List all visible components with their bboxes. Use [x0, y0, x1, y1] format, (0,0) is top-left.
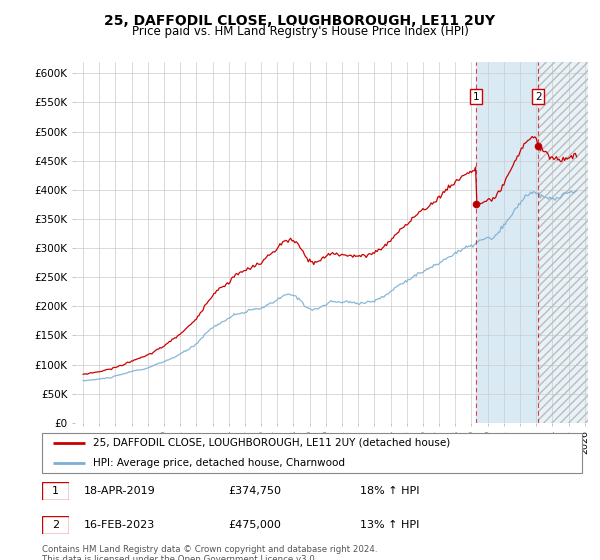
- Text: £374,750: £374,750: [228, 487, 281, 496]
- Text: 2: 2: [535, 91, 541, 101]
- Text: HPI: Average price, detached house, Charnwood: HPI: Average price, detached house, Char…: [94, 458, 346, 468]
- Text: 1: 1: [473, 91, 479, 101]
- Text: £475,000: £475,000: [228, 520, 281, 530]
- Text: 2: 2: [52, 520, 59, 530]
- Text: 18-APR-2019: 18-APR-2019: [84, 487, 156, 496]
- Text: 18% ↑ HPI: 18% ↑ HPI: [360, 487, 419, 496]
- Text: 1: 1: [52, 487, 59, 496]
- Text: 13% ↑ HPI: 13% ↑ HPI: [360, 520, 419, 530]
- Text: Price paid vs. HM Land Registry's House Price Index (HPI): Price paid vs. HM Land Registry's House …: [131, 25, 469, 38]
- Text: Contains HM Land Registry data © Crown copyright and database right 2024.
This d: Contains HM Land Registry data © Crown c…: [42, 545, 377, 560]
- Bar: [538, 62, 588, 423]
- Bar: [538, 62, 588, 423]
- Text: 25, DAFFODIL CLOSE, LOUGHBOROUGH, LE11 2UY: 25, DAFFODIL CLOSE, LOUGHBOROUGH, LE11 2…: [104, 14, 496, 28]
- Bar: [476, 62, 538, 423]
- Text: 25, DAFFODIL CLOSE, LOUGHBOROUGH, LE11 2UY (detached house): 25, DAFFODIL CLOSE, LOUGHBOROUGH, LE11 2…: [94, 437, 451, 447]
- Text: 16-FEB-2023: 16-FEB-2023: [84, 520, 155, 530]
